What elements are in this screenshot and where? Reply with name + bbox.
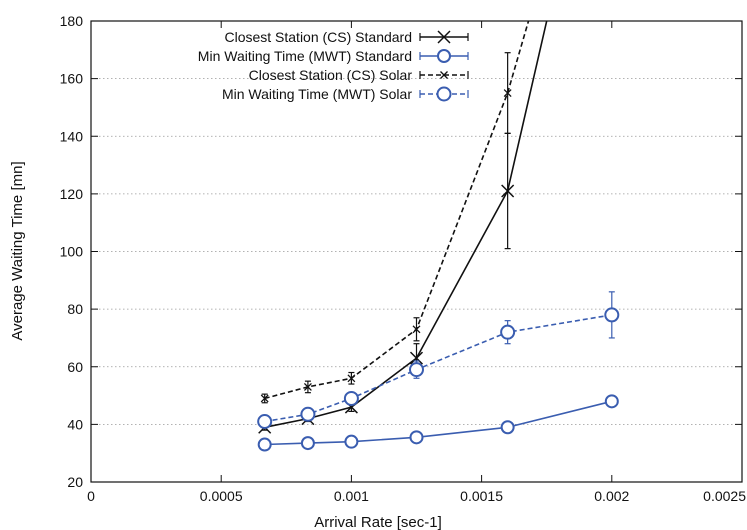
y-tick-labels: 20 40 60 80 100 120 140 160 180 bbox=[60, 13, 84, 490]
point-marker bbox=[436, 86, 452, 102]
point-marker bbox=[501, 184, 515, 198]
marker-stroke bbox=[409, 351, 424, 365]
point-marker bbox=[257, 413, 273, 429]
legend-entry-2: Min Waiting Time (MWT) Standard bbox=[198, 48, 469, 64]
point-marker bbox=[409, 430, 424, 445]
y-tick-label: 100 bbox=[60, 244, 84, 260]
point-marker bbox=[347, 374, 356, 383]
marker-stroke bbox=[303, 382, 312, 391]
x-axis-title: Arrival Rate [sec-1] bbox=[314, 514, 442, 530]
point-marker bbox=[500, 324, 516, 340]
series-2 bbox=[257, 394, 619, 452]
marker-stroke bbox=[347, 374, 356, 383]
point-marker bbox=[303, 382, 312, 391]
series-group bbox=[257, 21, 620, 452]
series-4 bbox=[257, 291, 620, 429]
point-marker bbox=[260, 394, 269, 403]
series-line bbox=[264, 21, 530, 400]
legend-label: Closest Station (CS) Standard bbox=[224, 29, 412, 45]
x-tick-label: 0.0015 bbox=[460, 488, 503, 504]
point-marker bbox=[257, 437, 272, 452]
series-line bbox=[264, 21, 548, 429]
point-marker bbox=[440, 71, 448, 79]
axis-ticks bbox=[90, 20, 743, 483]
marker-stroke bbox=[260, 394, 269, 403]
legend-entry-3: Closest Station (CS) Solar bbox=[249, 67, 469, 83]
x-tick-label: 0 bbox=[87, 488, 95, 504]
marker-stroke bbox=[501, 184, 515, 198]
marker-stroke bbox=[440, 71, 448, 79]
y-tick-label: 120 bbox=[60, 186, 84, 202]
y-tick-label: 60 bbox=[67, 359, 83, 375]
x-tick-labels: 0 0.0005 0.001 0.0015 0.002 0.0025 bbox=[87, 488, 746, 504]
point-marker bbox=[503, 89, 512, 97]
legend-label: Min Waiting Time (MWT) Standard bbox=[198, 48, 412, 64]
point-marker bbox=[437, 30, 451, 44]
point-marker bbox=[409, 362, 424, 378]
series-line bbox=[264, 314, 612, 423]
x-tick-label: 0.002 bbox=[594, 488, 629, 504]
y-tick-label: 160 bbox=[60, 71, 84, 87]
marker-stroke bbox=[437, 30, 451, 44]
series-line bbox=[264, 400, 612, 446]
legend-label: Min Waiting Time (MWT) Solar bbox=[222, 86, 412, 102]
marker-stroke bbox=[412, 325, 421, 334]
x-tick-label: 0.0005 bbox=[200, 488, 243, 504]
x-tick-label: 0.0025 bbox=[703, 488, 746, 504]
y-tick-label: 140 bbox=[60, 128, 84, 144]
point-marker bbox=[300, 406, 316, 422]
point-marker bbox=[500, 420, 515, 435]
point-marker bbox=[437, 49, 451, 63]
point-marker bbox=[343, 390, 359, 406]
point-marker bbox=[604, 307, 620, 323]
y-axis-title: Average Waiting Time [mn] bbox=[9, 161, 26, 340]
y-tick-label: 20 bbox=[67, 474, 83, 490]
y-tick-label: 180 bbox=[60, 13, 84, 29]
y-tick-label: 40 bbox=[67, 416, 83, 432]
y-tick-label: 80 bbox=[67, 301, 83, 317]
point-marker bbox=[604, 394, 619, 409]
point-marker bbox=[409, 351, 424, 365]
series-3 bbox=[260, 21, 530, 404]
legend: Closest Station (CS) Standard Min Waiting… bbox=[198, 29, 469, 102]
legend-entry-1: Closest Station (CS) Standard bbox=[224, 29, 469, 45]
marker-stroke bbox=[503, 89, 512, 97]
point-marker bbox=[412, 325, 421, 334]
x-tick-label: 0.001 bbox=[334, 488, 369, 504]
legend-entry-4: Min Waiting Time (MWT) Solar bbox=[222, 86, 469, 102]
legend-label: Closest Station (CS) Solar bbox=[249, 67, 413, 83]
point-marker bbox=[344, 434, 359, 449]
point-marker bbox=[300, 436, 315, 451]
